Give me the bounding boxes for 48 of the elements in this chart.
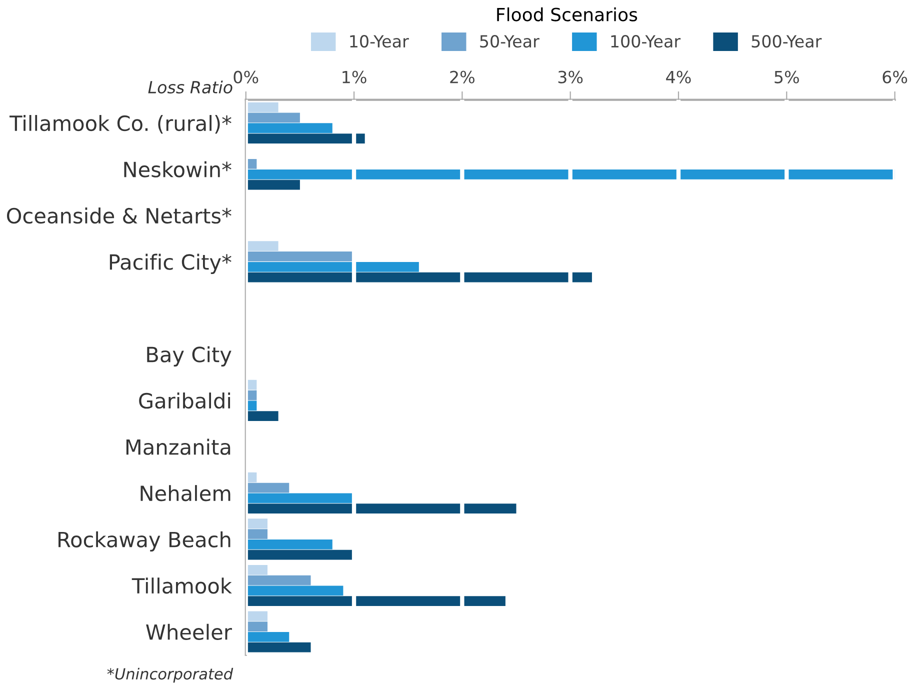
legend-label: 100-Year [611,35,681,48]
text: *Unincorporated [107,668,234,683]
bar [246,241,278,252]
bar [246,134,365,144]
bar [246,586,344,596]
x-tick-label: 0% [234,70,258,84]
y-tick-label: Bay City [147,346,232,366]
bar [246,482,290,493]
bar [246,596,506,606]
y-tick-label: Pacific City* [110,254,232,274]
bar [246,575,311,586]
bar [246,642,311,652]
y-tick-label: Rockaway Beach [58,531,230,552]
x-tick-label: 1% [342,70,366,84]
x-tick-label: 4% [666,70,691,84]
bar [246,632,290,642]
bar [246,180,300,190]
bar [246,529,268,539]
x-tick-label: 2% [450,70,474,84]
y-tick-label: Garibaldi [139,392,230,409]
bar [246,102,278,112]
bar [246,564,268,575]
y-tick-label: Tillamook [132,578,232,594]
y-tick-label: Nehalem [140,485,230,502]
bar [246,112,300,123]
bar [246,169,895,180]
legend-label: 10-Year [350,35,409,48]
x-tick-label: 5% [774,70,799,84]
legend-label: 500-Year [752,35,822,48]
bar [246,123,332,134]
y-tick-label: Neskowin* [124,161,232,178]
y-tick-label: Wheeler [146,624,232,640]
legend-label: 50-Year [480,35,540,48]
x-tick-label: 6% [882,70,908,84]
y-tick-label: Tillamook Co. (rural)* [10,115,232,134]
y-tick-label: Oceanside & Netarts* [6,208,232,224]
bar [246,272,592,282]
x-tick-label: 3% [558,70,583,84]
bar [246,504,516,514]
x-axis-title: Loss Ratio [148,80,232,94]
bar [246,518,268,529]
legend-title: Flood Scenarios [497,7,638,22]
bar [246,622,268,632]
bar [246,411,278,422]
y-tick-label: Manzanita [126,438,230,455]
bar [246,611,268,622]
bar [246,262,419,272]
bar [246,540,332,550]
